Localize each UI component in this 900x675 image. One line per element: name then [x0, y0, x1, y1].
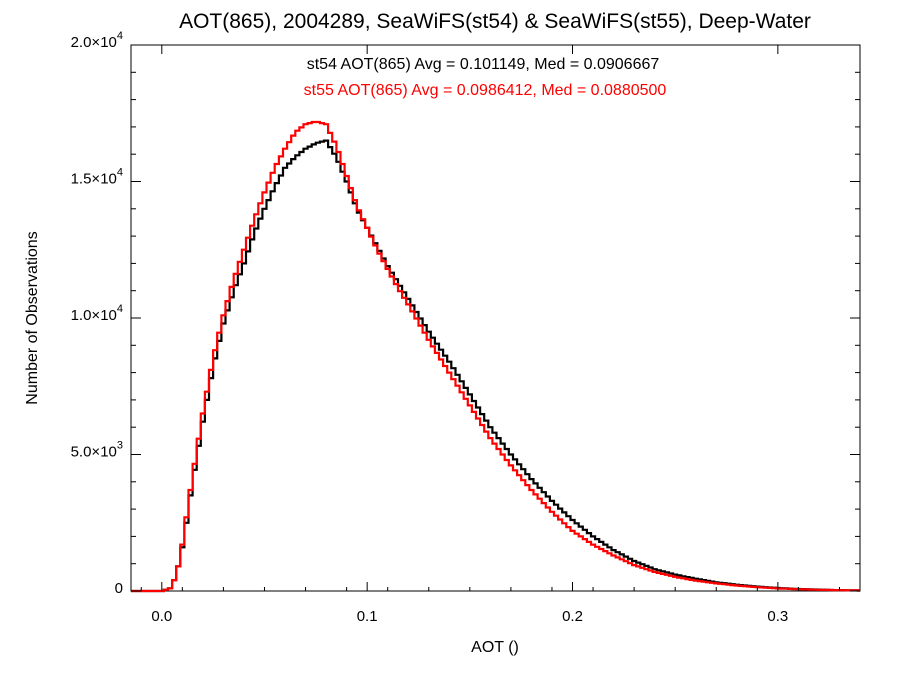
y-tick-label: 0 — [115, 580, 123, 597]
series-line-2 — [131, 120, 860, 593]
y-axis-label: Number of Observations — [24, 231, 41, 404]
series-line-1 — [131, 139, 860, 593]
y-tick-label: 5.0×103 — [71, 440, 123, 461]
annotation-st54: st54 AOT(865) Avg = 0.101149, Med = 0.09… — [307, 56, 660, 73]
series-group — [131, 120, 860, 593]
y-axis: 0 5.0×103 1.0×104 1.5×104 2.0×104 — [71, 30, 860, 597]
annotation-st55: st55 AOT(865) Avg = 0.0986412, Med = 0.0… — [304, 82, 667, 99]
x-tick-label: 0.0 — [151, 608, 172, 625]
y-tick-label: 1.5×104 — [71, 167, 123, 188]
x-tick-label: 0.3 — [767, 608, 788, 625]
x-tick-label: 0.1 — [357, 608, 378, 625]
x-axis-label: AOT () — [471, 639, 519, 656]
annotation-list: st54 AOT(865) Avg = 0.101149, Med = 0.09… — [304, 56, 667, 99]
chart-title: AOT(865), 2004289, SeaWiFS(st54) & SeaWi… — [179, 10, 811, 33]
plot-frame — [130, 44, 861, 592]
y-tick-label: 2.0×104 — [71, 30, 123, 51]
y-tick-label: 1.0×104 — [71, 303, 123, 324]
x-axis: 0.0 0.1 0.2 0.3 — [140, 45, 840, 625]
x-tick-label: 0.2 — [562, 608, 583, 625]
